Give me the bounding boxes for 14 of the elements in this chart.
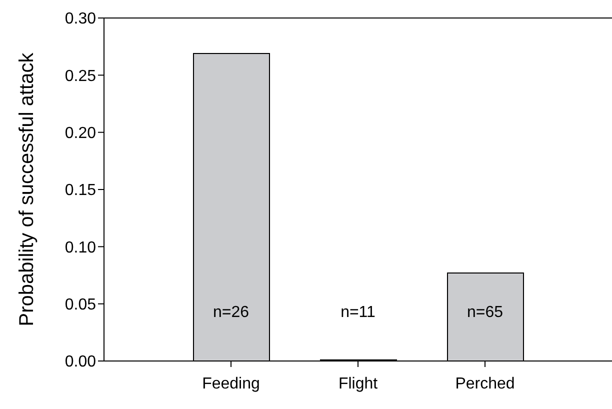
y-tick-label: 0.00 xyxy=(64,354,96,371)
x-tick-label: Flight xyxy=(338,375,378,392)
x-tick-label: Perched xyxy=(455,375,515,392)
y-tick-label: 0.10 xyxy=(64,239,96,256)
y-tick-label: 0.05 xyxy=(64,296,96,314)
y-tick-label: 0.20 xyxy=(64,125,96,142)
y-tick-label: 0.15 xyxy=(64,182,96,200)
y-axis-title: Probability of successful attack xyxy=(16,52,38,326)
y-tick-label: 0.30 xyxy=(64,10,96,28)
annotation: n=26 xyxy=(212,304,250,321)
annotation: n=11 xyxy=(340,304,376,321)
x-tick-label: Feeding xyxy=(202,375,260,392)
y-tick-label: 0.25 xyxy=(64,68,96,85)
annotation: n=65 xyxy=(466,304,504,321)
